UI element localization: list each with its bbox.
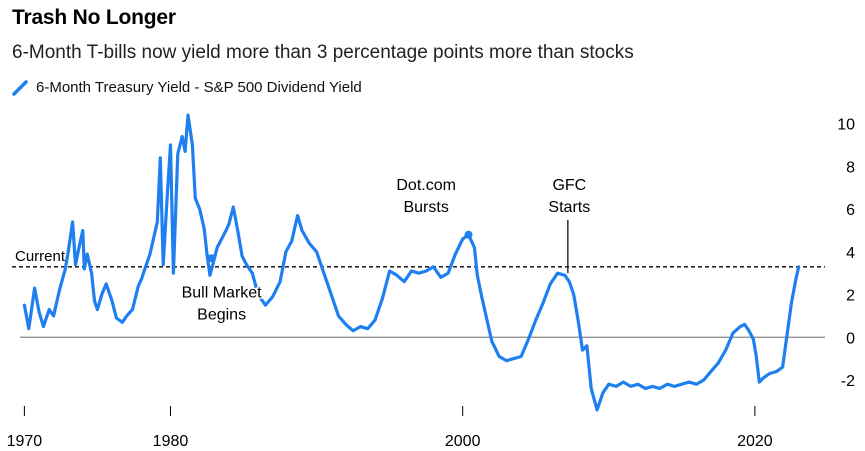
x-tick-label: 1980 xyxy=(153,433,189,450)
series-line xyxy=(22,113,801,412)
x-tick-label: 1970 xyxy=(7,433,43,450)
annotation-label: Begins xyxy=(197,306,246,323)
y-tick-label: 2 xyxy=(846,288,855,305)
legend: 6-Month Treasury Yield - S&P 500 Dividen… xyxy=(12,79,362,96)
annotation-label: GFC xyxy=(552,177,586,194)
annotation-label: Bursts xyxy=(403,199,448,216)
annotation-marker xyxy=(464,230,473,239)
annotation-label: Bull Market xyxy=(182,284,263,301)
x-tick-label: 2000 xyxy=(445,433,481,450)
chart-title: Trash No Longer xyxy=(12,6,176,29)
annotation-marker xyxy=(207,254,216,263)
legend-swatch xyxy=(12,79,28,96)
annotation-label: Starts xyxy=(548,199,590,216)
chart-subtitle: 6-Month T-bills now yield more than 3 pe… xyxy=(12,42,634,63)
y-tick-label: 10 xyxy=(837,117,855,134)
y-tick-label: 4 xyxy=(846,245,855,262)
y-tick-label: 8 xyxy=(846,159,855,176)
current-label: Current xyxy=(15,248,66,265)
y-tick-label: 6 xyxy=(846,202,855,219)
legend-label: 6-Month Treasury Yield - S&P 500 Dividen… xyxy=(36,79,362,96)
annotation-label: Dot.com xyxy=(396,177,456,194)
y-tick-label: 0 xyxy=(846,330,855,347)
x-tick-label: 2020 xyxy=(737,433,773,450)
y-tick-label: -2 xyxy=(841,373,855,390)
